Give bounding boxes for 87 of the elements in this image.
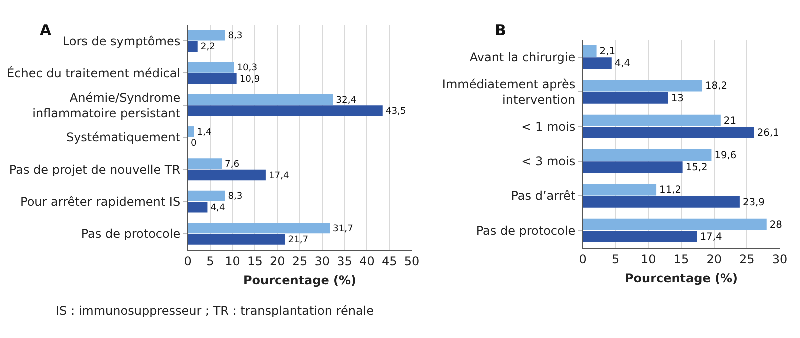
x-axis-title: Pourcentage (%) — [624, 271, 738, 286]
bar — [583, 196, 740, 208]
bar — [188, 234, 286, 245]
x-tick-label: 5 — [206, 254, 214, 268]
data-label: 31,7 — [333, 223, 354, 234]
bar — [188, 190, 226, 202]
x-tick-label: 0 — [184, 254, 192, 268]
data-label: 1,4 — [197, 126, 212, 138]
data-label: 28 — [770, 220, 782, 231]
bar — [188, 222, 330, 234]
bar — [188, 94, 334, 106]
bar — [188, 74, 237, 84]
bar — [583, 230, 698, 242]
y-tick-label: Lors de symptômes — [62, 34, 181, 48]
bar — [583, 58, 612, 70]
x-tick-label: 20 — [706, 252, 722, 266]
x-tick-label: 30 — [772, 252, 788, 266]
bar — [188, 158, 222, 170]
bar — [583, 150, 712, 162]
bar — [188, 62, 234, 73]
y-tick-label: Pas de protocole — [476, 224, 576, 238]
data-label: 4,4 — [614, 58, 631, 70]
x-tick-label: 5 — [612, 252, 620, 266]
bar — [583, 184, 657, 196]
x-tick-label: 50 — [404, 254, 420, 268]
bar — [188, 41, 198, 52]
data-label: 17,4 — [700, 232, 722, 244]
data-label: 10,3 — [237, 64, 258, 74]
bar — [583, 92, 668, 104]
bar — [583, 126, 754, 138]
bar — [188, 30, 226, 41]
x-tick-label: 25 — [740, 252, 755, 266]
data-label: 23,9 — [742, 197, 765, 208]
y-tick-label: Anémie/Syndrome inflammatoire persistant — [32, 90, 181, 120]
y-tick-label: Pas de protocole — [81, 227, 181, 242]
bar — [583, 162, 683, 174]
x-tick-label: 25 — [292, 254, 308, 268]
data-label: 26,1 — [757, 128, 780, 140]
text: IS : immunosuppresseur ; TR : transplantation rénale — [56, 304, 374, 318]
bar — [188, 170, 266, 181]
y-tick-label: Avant la chirurgie — [470, 50, 576, 65]
x-tick-label: 15 — [674, 252, 690, 266]
x-tick-label: 35 — [337, 254, 352, 268]
y-tick-label: Pas d’arrêt — [511, 189, 576, 204]
data-label: 10,9 — [240, 74, 260, 85]
data-label: 43,5 — [386, 106, 406, 118]
y-tick-label: Systématiquement — [66, 130, 181, 145]
data-label: 17,4 — [268, 170, 290, 182]
y-tick-label: < 1 mois — [522, 120, 576, 134]
data-label: 21 — [724, 116, 736, 127]
data-label: 8,3 — [228, 30, 243, 42]
data-label: 4,4 — [210, 203, 226, 214]
x-tick-label: 10 — [225, 254, 240, 268]
data-label: 21,7 — [288, 234, 309, 246]
y-tick-label: Pour arrêter rapidement IS — [20, 194, 181, 209]
x-tick-label: 10 — [641, 252, 656, 266]
data-label: 2,2 — [200, 42, 216, 53]
bar — [188, 126, 194, 138]
x-axis-title: Pourcentage (%) — [243, 273, 357, 288]
x-tick-label: 30 — [314, 254, 330, 268]
x-tick-label: 0 — [579, 252, 587, 266]
x-tick-label: 15 — [248, 254, 263, 268]
y-tick-label: Pas de projet de nouvelle TR — [9, 162, 181, 177]
bar — [583, 114, 721, 126]
y-tick-label: < 3 mois — [522, 154, 576, 169]
data-label: 19,6 — [714, 150, 737, 162]
y-tick-label: Échec du traitement médical — [7, 65, 181, 80]
data-label: 8,3 — [228, 192, 243, 202]
x-tick-label: 45 — [382, 254, 398, 268]
data-label: 32,4 — [336, 94, 357, 106]
bar — [583, 46, 597, 58]
x-tick-label: 40 — [360, 254, 375, 268]
bar — [188, 202, 208, 213]
bar — [188, 106, 383, 116]
chart-title: B — [495, 21, 506, 40]
bar — [583, 218, 767, 230]
data-label: 7,6 — [225, 159, 240, 170]
data-label: 18,2 — [706, 81, 728, 92]
data-label: 13 — [671, 93, 684, 104]
data-label: 15,2 — [686, 162, 708, 174]
x-tick-label: 20 — [270, 254, 286, 268]
text: A — [40, 21, 52, 40]
data-label: 2,1 — [600, 46, 616, 58]
bar — [583, 80, 703, 92]
data-label: 11,2 — [660, 185, 682, 196]
data-label: 0 — [191, 138, 198, 150]
y-tick-label: Immédiatement après intervention — [442, 77, 576, 107]
